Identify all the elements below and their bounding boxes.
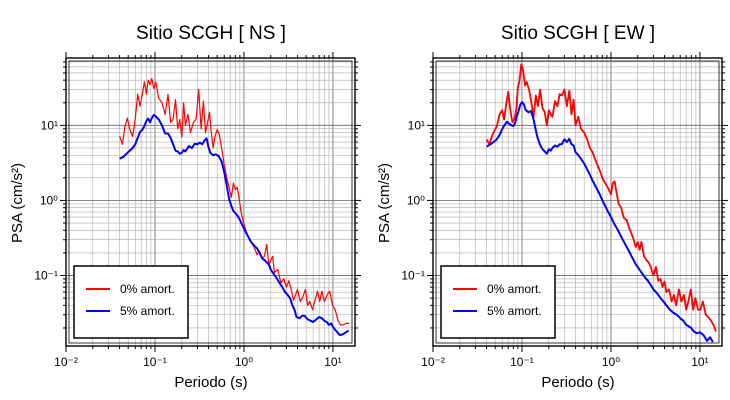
x-axis-label: Periodo (s) (541, 374, 614, 391)
chart-ns: Sitio SCGH [ NS ] Periodo (s) PSA (cm/s²… (9, 23, 361, 391)
y-tick-label: 10⁻¹ (34, 268, 58, 282)
x-tick-label: 10⁻² (421, 355, 445, 369)
series-line-damped (119, 113, 350, 337)
legend-label: 5% amort. (487, 304, 542, 318)
ticks (60, 52, 361, 352)
y-axis-label: PSA (cm/s²) (9, 163, 26, 243)
plot-frame-inner (68, 60, 353, 344)
x-axis-label: Periodo (s) (174, 374, 247, 391)
legend-label: 5% amort. (120, 304, 175, 318)
y-tick-label: 10⁻¹ (401, 268, 425, 282)
plot-frame (65, 57, 356, 347)
series-group (119, 78, 350, 337)
series-group (485, 63, 717, 343)
y-tick-label: 10⁰ (407, 193, 425, 207)
plot-frame-inner (435, 60, 720, 344)
chart-title: Sitio SCGH [ NS ] (136, 23, 286, 44)
series-line-damped (486, 101, 714, 343)
plot-frame (432, 57, 723, 347)
x-tick-label: 10⁻¹ (510, 355, 534, 369)
y-tick-label: 10¹ (408, 118, 425, 132)
y-axis-label: PSA (cm/s²) (376, 163, 393, 243)
series-line-undamped (119, 78, 350, 326)
x-tick-label: 10⁰ (602, 355, 620, 369)
series-line-undamped (485, 63, 717, 332)
x-tick-label: 10⁻¹ (143, 355, 167, 369)
legend-label: 0% amort. (487, 282, 542, 296)
x-tick-label: 10⁻² (54, 355, 78, 369)
legend-box (73, 265, 189, 339)
chart-title: Sitio SCGH [ EW ] (501, 23, 655, 44)
legend-label: 0% amort. (120, 282, 175, 296)
chart-ew: Sitio SCGH [ EW ] Periodo (s) PSA (cm/s²… (376, 23, 728, 391)
y-tick-label: 10¹ (41, 118, 58, 132)
ticks (427, 52, 728, 352)
x-tick-label: 10¹ (324, 355, 341, 369)
y-tick-label: 10⁰ (40, 193, 58, 207)
x-tick-label: 10¹ (691, 355, 708, 369)
legend: 0% amort. 5% amort. (440, 265, 556, 339)
x-tick-label: 10⁰ (235, 355, 253, 369)
legend-box (440, 265, 556, 339)
legend: 0% amort. 5% amort. (73, 265, 189, 339)
